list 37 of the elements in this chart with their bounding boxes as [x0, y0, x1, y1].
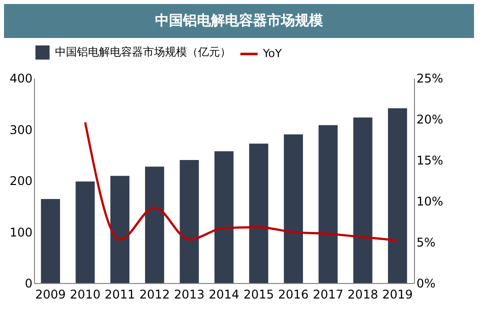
bar: [284, 134, 303, 283]
y-tick-label: 300: [10, 122, 32, 137]
x-tick-label: 2009: [35, 288, 66, 302]
bar: [145, 166, 164, 283]
y2-tick-label: 5%: [416, 236, 436, 250]
y-tick-label: 200: [10, 174, 32, 188]
bar: [40, 198, 60, 283]
x-tick-label: 2016: [278, 288, 309, 302]
x-tick-label: 2010: [70, 288, 100, 302]
x-tick-label: 2012: [139, 288, 170, 302]
x-tick-label: 2014: [208, 288, 240, 302]
x-tick-label: 2011: [104, 288, 136, 302]
legend-label: 中国铝电解电容器市场规模（亿元）: [55, 46, 231, 58]
bar: [76, 182, 95, 283]
bar: [180, 160, 199, 283]
bar: [388, 108, 408, 283]
y2-tick-label: 0%: [416, 276, 436, 290]
bar: [214, 151, 234, 283]
y-tick-label: 400: [10, 72, 32, 86]
y2-tick-label: 15%: [416, 154, 444, 168]
y-tick-label: 0: [24, 276, 32, 290]
y-tick-label: 100: [10, 225, 32, 240]
chart-title: 中国铝电解电容器市场规模: [155, 12, 324, 29]
y2-tick-label: 10%: [416, 194, 444, 208]
x-tick-label: 2015: [243, 288, 274, 302]
bar: [110, 176, 130, 283]
x-tick-label: 2019: [382, 288, 413, 302]
bar: [318, 125, 338, 283]
line-series: [84, 121, 399, 242]
y2-tick-label: 25%: [416, 72, 444, 86]
y2-tick-label: 20%: [416, 112, 444, 126]
x-tick-label: 2018: [348, 288, 378, 302]
bar: [249, 144, 268, 283]
x-tick-label: 2013: [174, 288, 205, 302]
legend-label: YoY: [262, 47, 282, 60]
x-tick-label: 2017: [312, 288, 344, 302]
bar: [353, 117, 372, 283]
